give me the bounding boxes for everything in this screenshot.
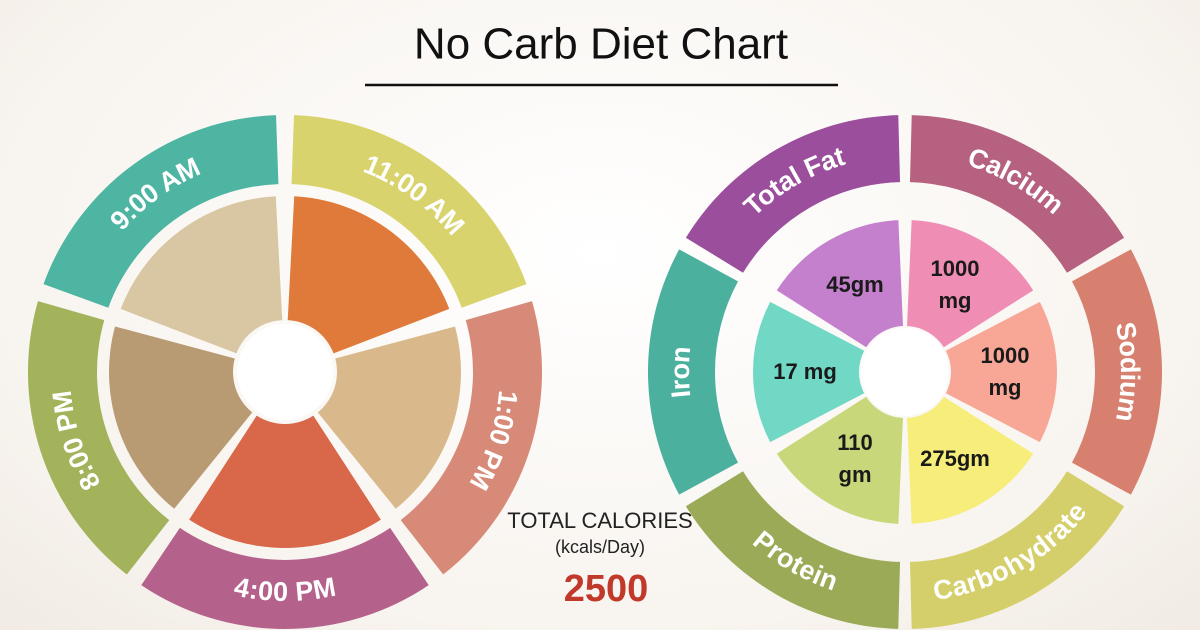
nutrient-segment: [685, 115, 901, 273]
nutrient-segment: [909, 115, 1125, 273]
ring-label-text: Sodium: [1110, 320, 1145, 424]
calories-value: 2500: [564, 568, 649, 610]
food-photo: [120, 196, 283, 354]
title: No Carb Diet Chart: [414, 20, 788, 69]
nutrient-amount: 17 mg: [773, 359, 837, 384]
food-photo: [189, 415, 381, 548]
meal-segment: [27, 301, 170, 575]
center-hole: [861, 328, 949, 416]
nutrient-segment: [685, 471, 901, 629]
nutrient-wedge: [776, 220, 903, 348]
nutrient-wedge: [907, 396, 1034, 524]
nutrient-wedge: [945, 301, 1057, 443]
calories-unit: (kcals/Day): [555, 537, 645, 557]
nutrient-amount: 45gm: [826, 272, 884, 298]
nutrient-segment: [909, 471, 1125, 629]
nutrient-amount: 1000 mg: [930, 256, 980, 314]
nutrient-wedge: [753, 301, 865, 443]
center-hole: [237, 324, 333, 420]
ring-label: 4:00 PM: [232, 572, 338, 608]
meal-segment: [400, 301, 542, 575]
meal-segment: [141, 527, 429, 630]
ring-label-text: 4:00 PM: [232, 572, 338, 608]
nutrient-segment: [647, 249, 739, 495]
nutrient-amount: 110 gm: [837, 429, 873, 487]
nutrient-amount: 1000 mg: [980, 343, 1030, 400]
nutrient-wedge: [907, 220, 1034, 348]
nutrient-amount: 275gm: [920, 445, 990, 471]
calories-label: TOTAL CALORIES: [507, 508, 692, 533]
ring-label: Sodium: [1110, 320, 1145, 424]
nutrient-wedge: [776, 396, 903, 524]
food-photo: [109, 326, 253, 509]
food-photo: [287, 196, 450, 354]
meal-segment: [43, 115, 279, 308]
nutrient-segment: [1071, 249, 1162, 495]
food-photo: [317, 326, 461, 509]
meal-segment: [291, 115, 527, 308]
